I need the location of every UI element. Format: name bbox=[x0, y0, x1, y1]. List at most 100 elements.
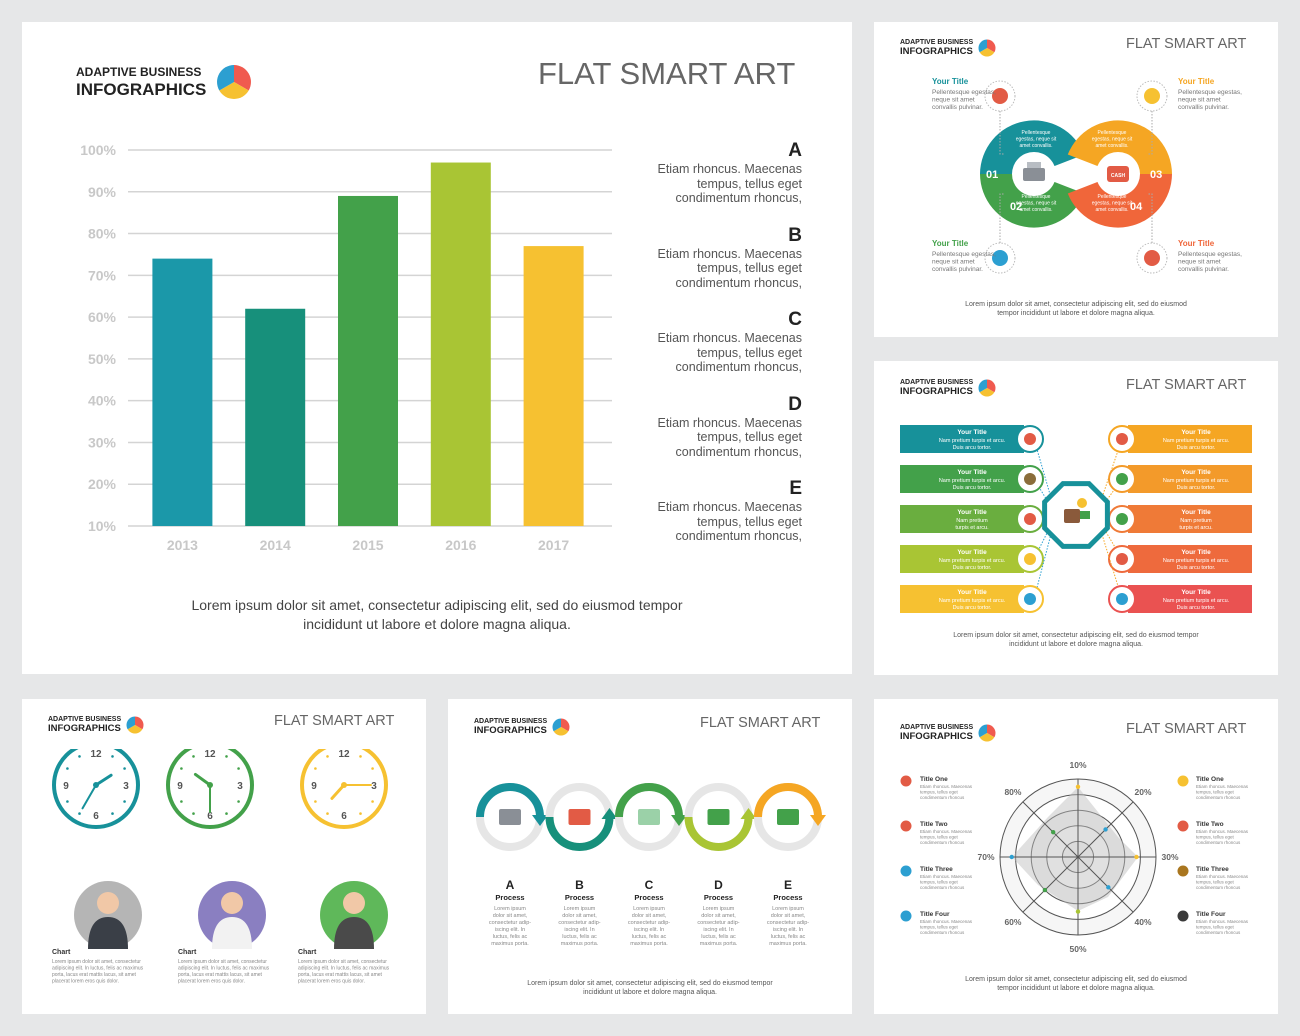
hub-right-text: turpis et arcu. bbox=[1179, 525, 1213, 531]
clock-tick bbox=[371, 800, 374, 803]
clock-tick bbox=[225, 755, 228, 758]
clock-numeral: 6 bbox=[207, 811, 213, 822]
person-body-icon bbox=[88, 917, 128, 949]
radar-point bbox=[1042, 887, 1048, 893]
house-icon bbox=[1177, 820, 1189, 832]
process-text: luctus, felis ac bbox=[771, 934, 806, 940]
hub-right-text: Duis arcu tortor. bbox=[1177, 445, 1216, 451]
radar-left-title: Title Four bbox=[920, 911, 950, 918]
process-label: Process bbox=[704, 893, 733, 902]
hub-right-title: Your Title bbox=[1181, 549, 1211, 556]
radar-point bbox=[1009, 854, 1014, 860]
cash-bag-icon bbox=[568, 809, 591, 825]
slide-title: FLAT SMART ART bbox=[1126, 721, 1247, 737]
hub-right-title: Your Title bbox=[1181, 509, 1211, 516]
radar-point bbox=[1134, 854, 1139, 860]
clock-numeral: 6 bbox=[93, 811, 99, 822]
person-body-icon bbox=[334, 917, 374, 949]
clock-tick bbox=[78, 755, 81, 758]
process-text: maximus porta. bbox=[700, 941, 738, 947]
slide-process: ADAPTIVE BUSINESS INFOGRAPHICS FLAT SMAR… bbox=[448, 699, 852, 1014]
note-text: Etiam rhoncus. Maecenas bbox=[657, 500, 802, 514]
note-letter: B bbox=[788, 224, 802, 246]
clock-tick bbox=[314, 800, 317, 803]
cycle-item-text: neque sit amet bbox=[1178, 97, 1221, 104]
cycle-number: 02 bbox=[1010, 201, 1022, 213]
process-arc bbox=[545, 816, 614, 851]
house-icon bbox=[1024, 513, 1036, 525]
hub-right-text: Nam pretium turpis et arcu. bbox=[1163, 558, 1230, 564]
pie-logo-icon bbox=[126, 716, 144, 734]
radar-left-title: Title Two bbox=[920, 821, 948, 828]
process-letter: C bbox=[645, 878, 654, 892]
clock-numeral: 3 bbox=[123, 781, 129, 792]
clock-pivot bbox=[341, 782, 347, 788]
person-body-icon bbox=[212, 917, 252, 949]
hub-right-title: Your Title bbox=[1181, 429, 1211, 436]
note-text: Etiam rhoncus. Maecenas bbox=[657, 415, 802, 430]
hub-left-title: Your Title bbox=[957, 509, 987, 516]
radar-axis-label: 80% bbox=[1004, 787, 1021, 797]
hub-left-text: Duis arcu tortor. bbox=[953, 565, 992, 571]
process-text: maximus porta. bbox=[769, 941, 807, 947]
radar-right-text: Etiam rhoncus. Maecenas bbox=[1196, 829, 1249, 834]
cycle-segment-text: amet convallis. bbox=[1019, 207, 1052, 213]
brand-logo: ADAPTIVE BUSINESS INFOGRAPHICS bbox=[900, 39, 996, 57]
radar-spoke bbox=[1022, 801, 1079, 858]
alarm-clock-icon bbox=[900, 775, 912, 787]
x-tick-label: 2014 bbox=[260, 537, 291, 553]
hub-right-banner bbox=[1128, 425, 1252, 453]
clock-tick bbox=[237, 800, 240, 803]
banknote-icon bbox=[707, 809, 730, 825]
process-letter: D bbox=[714, 878, 723, 892]
hub-right-text: Nam pretium turpis et arcu. bbox=[1163, 438, 1230, 444]
cycle-segment-text: Pellentesque bbox=[1022, 194, 1051, 200]
cash-bag-icon bbox=[1107, 166, 1129, 182]
radar-left-text: tempus, tellus eget bbox=[920, 835, 959, 840]
clock-tick bbox=[180, 767, 183, 770]
cycle-item-text: Pellentesque egestas, bbox=[932, 251, 996, 258]
note-text: condimentum rhoncus, bbox=[675, 360, 802, 374]
radar-spoke bbox=[1077, 856, 1134, 913]
y-tick-label: 70% bbox=[88, 267, 117, 283]
clock-numeral: 12 bbox=[338, 749, 350, 760]
coin-icon bbox=[1077, 498, 1087, 508]
hub-left-text: turpis et arcu. bbox=[955, 525, 989, 531]
bar-2016 bbox=[430, 162, 491, 526]
process-text: dolor sit amet, bbox=[562, 913, 597, 919]
clock-numeral: 3 bbox=[371, 781, 377, 792]
slide-cycle: ADAPTIVE BUSINESS INFOGRAPHICS FLAT SMAR… bbox=[874, 22, 1278, 337]
slide-title: FLAT SMART ART bbox=[274, 713, 395, 729]
radar-axis-label: 40% bbox=[1135, 917, 1152, 927]
slide-bar-chart: ADAPTIVE BUSINESS INFOGRAPHICS FLAT SMAR… bbox=[22, 22, 852, 674]
lightbulb-icon bbox=[1024, 553, 1036, 565]
clock-tick bbox=[314, 767, 317, 770]
note-text: condimentum rhoncus, bbox=[675, 191, 802, 205]
radar-left-title: Title One bbox=[920, 776, 948, 783]
hub-caption: Lorem ipsum dolor sit amet, consectetur … bbox=[953, 632, 1199, 648]
radar-left-text: Etiam rhoncus. Maecenas bbox=[920, 919, 973, 924]
radar-right-text: Etiam rhoncus. Maecenas bbox=[1196, 784, 1249, 789]
clock-numeral: 9 bbox=[311, 781, 317, 792]
cycle-seg-04 bbox=[1067, 174, 1172, 228]
connector bbox=[1148, 193, 1153, 243]
hub-left-text: Nam pretium turpis et arcu. bbox=[939, 598, 1006, 604]
clock-minute-hand bbox=[81, 784, 97, 810]
briefcase-icon bbox=[1177, 910, 1189, 922]
process-label: Process bbox=[565, 893, 594, 902]
radar-left-text: condimentum rhoncus bbox=[920, 795, 965, 800]
note-item: D Etiam rhoncus. Maecenas tempus, tellus e… bbox=[657, 394, 802, 460]
radar-left-text: condimentum rhoncus bbox=[920, 840, 965, 845]
radar-right-text: condimentum rhoncus bbox=[1196, 930, 1241, 935]
hub-connector bbox=[1033, 438, 1057, 516]
radar-left-text: tempus, tellus eget bbox=[920, 925, 959, 930]
note-letter: A bbox=[788, 140, 802, 161]
clock-hour-hand bbox=[193, 772, 212, 787]
clock-numeral: 12 bbox=[204, 749, 216, 760]
y-tick-label: 10% bbox=[88, 518, 117, 534]
process-text: luctus, felis ac bbox=[493, 934, 528, 940]
radar-right-title: Title One bbox=[1196, 776, 1224, 783]
cycle-seg-03 bbox=[1067, 120, 1172, 174]
